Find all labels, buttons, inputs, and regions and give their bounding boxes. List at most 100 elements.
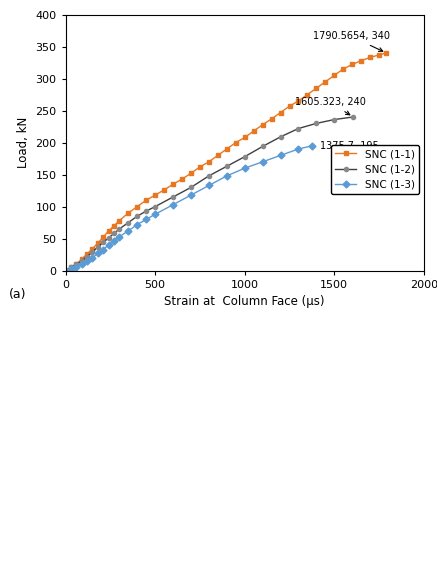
SNC (1-1) (162, 186, 167, 193)
SNC (1-1) (143, 197, 149, 204)
SNC (1-3) (68, 265, 73, 272)
SNC (1-1) (384, 49, 389, 56)
SNC (1-3) (206, 182, 212, 189)
SNC (1-3) (84, 257, 90, 264)
SNC (1-2) (79, 257, 84, 264)
SNC (1-2) (68, 264, 73, 271)
SNC (1-1) (106, 228, 111, 235)
SNC (1-1) (101, 234, 106, 241)
SNC (1-1) (305, 91, 310, 98)
SNC (1-1) (368, 54, 373, 61)
SNC (1-3) (111, 237, 117, 244)
SNC (1-3) (95, 250, 101, 257)
SNC (1-3) (170, 201, 176, 208)
SNC (1-2) (314, 120, 319, 127)
SNC (1-2) (260, 143, 265, 150)
SNC (1-2) (296, 125, 301, 132)
SNC (1-1) (350, 61, 355, 68)
SNC (1-3) (309, 142, 315, 149)
SNC (1-1) (179, 176, 184, 183)
SNC (1-2) (206, 172, 212, 179)
SNC (1-1) (251, 127, 256, 134)
SNC (1-1) (84, 250, 90, 257)
SNC (1-1) (296, 97, 301, 105)
SNC (1-1) (111, 222, 117, 229)
SNC (1-1) (90, 246, 95, 253)
SNC (1-1) (68, 264, 73, 271)
SNC (1-1) (188, 170, 194, 177)
SNC (1-1) (314, 84, 319, 91)
SNC (1-2) (101, 239, 106, 246)
SNC (1-1) (79, 255, 84, 262)
Text: 1605.323, 240: 1605.323, 240 (295, 97, 366, 115)
SNC (1-1) (358, 57, 364, 64)
SNC (1-1) (341, 65, 346, 72)
SNC (1-1) (233, 139, 239, 146)
SNC (1-2) (111, 230, 117, 237)
SNC (1-2) (84, 253, 90, 260)
SNC (1-1) (117, 217, 122, 224)
SNC (1-2) (188, 184, 194, 191)
SNC (1-3) (63, 267, 68, 274)
SNC (1-3) (242, 165, 247, 172)
SNC (1-1) (198, 164, 203, 171)
SNC (1-1) (135, 203, 140, 210)
SNC (1-3) (135, 221, 140, 228)
Y-axis label: Load, kN: Load, kN (17, 117, 30, 168)
SNC (1-1) (153, 191, 158, 198)
X-axis label: Strain at  Column Face (μs): Strain at Column Face (μs) (164, 295, 325, 308)
SNC (1-2) (117, 225, 122, 232)
SNC (1-3) (101, 246, 106, 253)
Text: 1790.5654, 340: 1790.5654, 340 (313, 31, 390, 51)
SNC (1-2) (135, 212, 140, 219)
SNC (1-1) (74, 261, 79, 268)
Line: SNC (1-3): SNC (1-3) (63, 143, 315, 273)
SNC (1-1) (287, 102, 292, 109)
SNC (1-3) (74, 263, 79, 270)
Text: 1375.7, 195: 1375.7, 195 (320, 141, 379, 151)
SNC (1-3) (224, 172, 229, 179)
SNC (1-1) (170, 180, 176, 187)
SNC (1-3) (260, 158, 265, 165)
SNC (1-2) (74, 261, 79, 268)
SNC (1-3) (143, 216, 149, 223)
SNC (1-1) (260, 121, 265, 128)
SNC (1-1) (126, 210, 131, 217)
SNC (1-1) (95, 240, 101, 247)
SNC (1-3) (153, 211, 158, 218)
SNC (1-1) (377, 51, 382, 58)
SNC (1-2) (95, 243, 101, 250)
SNC (1-1) (224, 146, 229, 152)
SNC (1-3) (106, 242, 111, 249)
SNC (1-1) (63, 267, 68, 274)
SNC (1-2) (63, 267, 68, 274)
SNC (1-2) (143, 208, 149, 215)
SNC (1-1) (323, 78, 328, 85)
SNC (1-3) (188, 191, 194, 198)
SNC (1-2) (126, 219, 131, 226)
SNC (1-1) (278, 109, 283, 116)
Legend: SNC (1-1), SNC (1-2), SNC (1-3): SNC (1-1), SNC (1-2), SNC (1-3) (331, 145, 419, 194)
SNC (1-1) (269, 115, 274, 122)
SNC (1-2) (90, 249, 95, 255)
Line: SNC (1-1): SNC (1-1) (63, 51, 389, 273)
SNC (1-2) (332, 116, 337, 123)
Text: (a): (a) (9, 288, 26, 301)
SNC (1-1) (332, 72, 337, 79)
SNC (1-3) (79, 261, 84, 268)
SNC (1-2) (278, 133, 283, 140)
SNC (1-2) (153, 203, 158, 210)
SNC (1-2) (106, 235, 111, 242)
SNC (1-2) (170, 193, 176, 200)
SNC (1-1) (206, 158, 212, 165)
SNC (1-3) (296, 146, 301, 152)
SNC (1-3) (117, 233, 122, 240)
SNC (1-2) (242, 153, 247, 160)
SNC (1-2) (224, 163, 229, 170)
SNC (1-3) (278, 152, 283, 159)
SNC (1-3) (90, 254, 95, 261)
Line: SNC (1-2): SNC (1-2) (63, 115, 355, 273)
SNC (1-1) (242, 134, 247, 141)
SNC (1-1) (215, 152, 220, 159)
SNC (1-2) (350, 113, 356, 120)
